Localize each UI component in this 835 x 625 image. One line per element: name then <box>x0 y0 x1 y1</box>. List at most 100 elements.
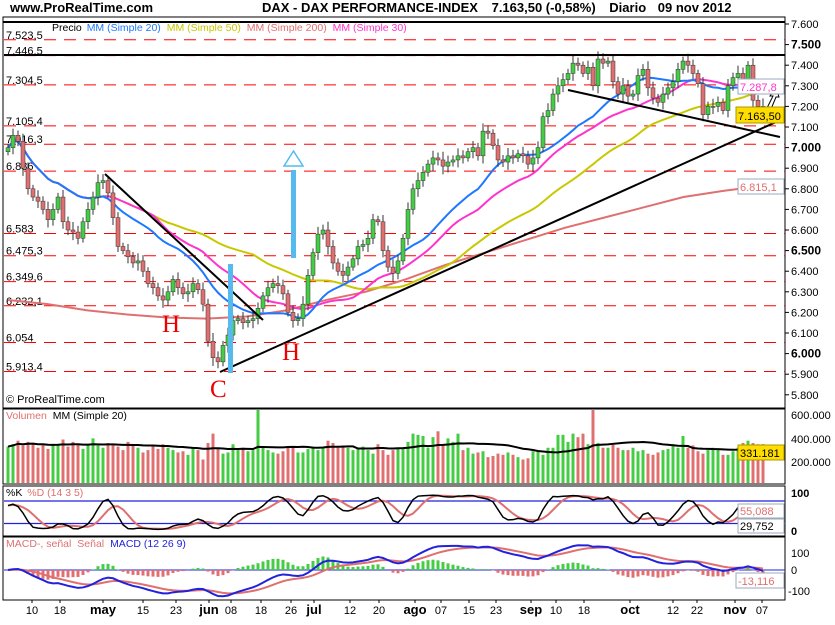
candle-up <box>356 246 360 258</box>
candle-down <box>616 82 620 94</box>
x-tick-label: 23 <box>170 605 182 617</box>
volume-bar <box>337 448 340 483</box>
macd-histogram-bar <box>282 560 285 570</box>
macd-histogram-bar <box>157 570 160 577</box>
volume-bar <box>597 443 600 483</box>
volume-bar <box>492 456 495 483</box>
macd-histogram-bar <box>197 568 200 570</box>
candle-up <box>266 288 270 296</box>
macd-histogram-bar <box>87 570 90 572</box>
candle-up <box>636 76 640 95</box>
candle-down <box>701 84 705 115</box>
macd-histogram-bar <box>687 570 690 571</box>
volume-bar <box>367 450 370 483</box>
candle-up <box>346 267 350 275</box>
x-tick-label: ago <box>403 602 426 617</box>
macd-histogram-bar <box>417 563 420 570</box>
macd-histogram-bar <box>172 570 175 573</box>
macd-tick: -100 <box>788 586 810 598</box>
level-label: 6.349,6 <box>6 272 43 284</box>
y-tick-label: 7.000 <box>791 141 821 155</box>
volume-bar <box>557 435 560 483</box>
candle-down <box>511 156 515 158</box>
volume-bar <box>32 443 35 483</box>
volume-bar <box>237 450 240 483</box>
volume-bar <box>192 448 195 483</box>
macd-histogram-bar <box>257 563 260 570</box>
candle-down <box>486 131 490 133</box>
x-tick-label: oct <box>620 602 640 617</box>
candle-down <box>76 232 80 238</box>
x-tick-label: 18 <box>578 605 590 617</box>
volume-bar <box>462 450 465 483</box>
volume-bar <box>537 451 540 483</box>
macd-histogram-bar <box>542 570 545 572</box>
level-label: 7.105,4 <box>6 116 43 128</box>
x-tick-label: may <box>90 602 117 617</box>
target-arrow-head-icon <box>284 151 303 166</box>
volume-bar <box>102 448 105 483</box>
macd-histogram-bar <box>607 569 610 570</box>
volume-bar <box>187 455 190 483</box>
candle-down <box>526 156 530 164</box>
candle-down <box>16 135 20 141</box>
candle-down <box>476 148 480 156</box>
macd-histogram-bar <box>682 570 685 571</box>
volume-bar <box>707 450 710 483</box>
volume-ma-line <box>8 442 763 452</box>
macd-histogram-bar <box>122 570 125 572</box>
volume-bar <box>147 450 150 483</box>
y-tick-label: 6.600 <box>791 225 819 237</box>
candle-up <box>481 131 485 156</box>
pattern-height-bar <box>228 264 233 373</box>
price-panel <box>3 17 785 408</box>
stoch-d-tag: 55,088 <box>738 504 784 518</box>
y-tick-label: 6.900 <box>791 163 819 175</box>
macd-histogram-bar <box>572 563 575 570</box>
macd-histogram-bar <box>672 570 675 575</box>
y-tick-label: 7.400 <box>791 60 819 72</box>
volume-bar <box>412 434 415 483</box>
macd-histogram-bar <box>442 562 445 570</box>
macd-histogram-bar <box>397 570 400 573</box>
volume-bar <box>592 405 595 483</box>
volume-bar <box>632 448 635 483</box>
candle-up <box>711 106 715 107</box>
candle-down <box>111 193 115 218</box>
candle-up <box>726 86 730 111</box>
volume-bar <box>77 444 80 483</box>
volume-bar <box>27 442 30 483</box>
candle-up <box>531 158 535 164</box>
level-label: 7.304,5 <box>6 75 43 87</box>
macd-histogram-bar <box>167 570 170 575</box>
volume-bar <box>157 449 160 483</box>
candle-down <box>151 284 155 288</box>
volume-bar <box>62 440 65 483</box>
macd-histogram-bar <box>597 568 600 570</box>
volume-bar <box>637 451 640 483</box>
volume-bar <box>267 450 270 483</box>
volume-bar <box>342 445 345 483</box>
level-label: 6.054 <box>6 332 34 344</box>
macd-histogram-bar <box>502 570 505 575</box>
candle-down <box>376 220 380 222</box>
macd-histogram-bar <box>577 563 580 570</box>
candle-down <box>286 294 290 313</box>
macd-histogram-bar <box>162 570 165 577</box>
volume-bar <box>497 454 500 483</box>
macd-histogram-bar <box>592 568 595 570</box>
volume-tick: 200.000 <box>791 457 831 469</box>
y-tick-label: 7.600 <box>791 19 819 31</box>
candle-down <box>336 263 340 271</box>
volume-bar <box>202 460 205 484</box>
volume-bar <box>512 455 515 483</box>
stoch-k-tag: 29,752 <box>738 519 784 533</box>
volume-bar <box>82 449 85 483</box>
volume-bar <box>417 435 420 483</box>
macd-histogram-bar <box>372 565 375 570</box>
candle-down <box>611 61 615 82</box>
macd-histogram-bar <box>617 570 620 575</box>
volume-bar <box>502 455 505 483</box>
y-tick-label: 6.200 <box>791 307 819 319</box>
candle-up <box>641 69 645 75</box>
